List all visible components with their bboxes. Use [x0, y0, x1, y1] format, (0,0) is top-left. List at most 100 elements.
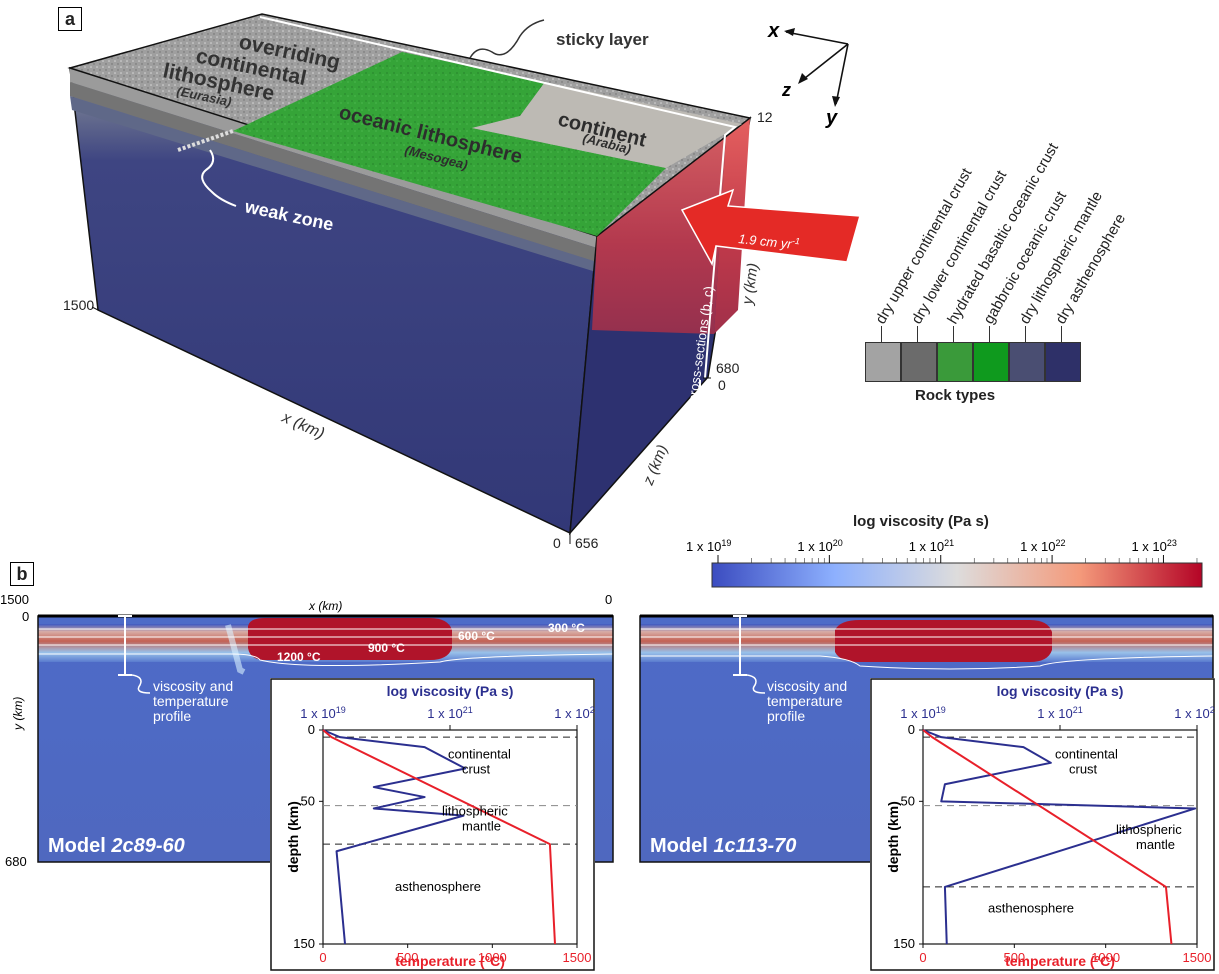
panel-b-letter: b — [10, 562, 34, 586]
label-mantle: mantle — [1136, 837, 1175, 852]
tick-0-top-b: 0 — [22, 609, 29, 624]
inset-plot-left: log viscosity (Pa s) 1 x 1019 1 x 1021 1 x … — [270, 678, 595, 971]
rock-type-leader — [989, 326, 990, 342]
isotherm-1200: 1200 °C — [277, 650, 321, 664]
series-temperature — [322, 729, 556, 945]
inset-xlabel: temperature (°C) — [395, 953, 505, 969]
label-continental: continental — [448, 747, 511, 762]
oceanic-lithosphere-area — [233, 52, 666, 236]
rock-swatch — [1045, 342, 1081, 382]
axis-compass: x z y — [767, 20, 849, 129]
tick-680-a: 680 — [716, 360, 740, 376]
tick-1500-a: 1500 — [63, 297, 94, 313]
inset-ylabel: depth (km) — [885, 801, 901, 873]
tick-0-y-a: 0 — [718, 377, 726, 393]
colorbar-tick-label: 1 x 1021 — [909, 538, 954, 554]
inset-bottom-tick-label: 0 — [319, 950, 326, 965]
label-asthenosphere: asthenosphere — [988, 901, 1074, 916]
colorbar: 1 x 1019 1 x 1020 1 x 1021 1 x 1022 1 x 1023 — [686, 538, 1203, 588]
profile-label-left-2: temperature — [153, 693, 229, 709]
label-mantle: mantle — [462, 819, 501, 834]
rock-type-leader — [1061, 326, 1062, 342]
series-log-viscosity — [322, 729, 467, 945]
profile-label-left-1: viscosity and — [153, 678, 233, 694]
profile-label-left-3: profile — [153, 708, 191, 724]
inset-bottom-tick-label: 500 — [1003, 950, 1025, 965]
rock-type-leader — [953, 326, 954, 342]
velocity-arrow[interactable] — [680, 188, 861, 267]
inset-ytick-label: 0 — [308, 722, 315, 737]
profile-label-right-2: temperature — [767, 693, 843, 709]
rock-swatch — [973, 342, 1009, 382]
label-lithospheric: lithospheric — [1116, 822, 1182, 837]
inset-ytick-label: 50 — [901, 793, 915, 808]
tick-656-a: 656 — [575, 535, 599, 551]
inset-title: log viscosity (Pa s) — [387, 683, 514, 699]
inset-top-tick-label: 1 x 1019 — [300, 705, 345, 721]
inset-ytick-label: 0 — [908, 722, 915, 737]
profile-label-right-1: viscosity and — [767, 678, 847, 694]
continent-arabia-area — [472, 82, 742, 168]
tick-0-right-b: 0 — [605, 592, 612, 607]
y-axis-label-a: y (km) — [739, 262, 762, 307]
rock-type-leader — [917, 326, 918, 342]
inset-frame — [870, 678, 1215, 971]
colorbar-tick-label: 1 x 1020 — [797, 538, 842, 554]
compass-y: y — [825, 107, 838, 129]
cross-section-line — [259, 16, 738, 379]
tick-0-x-a: 0 — [553, 535, 561, 551]
inset-bottom-tick-label: 0 — [919, 950, 926, 965]
inset-ytick-label: 50 — [301, 793, 315, 808]
inset-top-tick-label: 1 x 1021 — [1037, 705, 1082, 721]
panel-a-letter: a — [58, 7, 82, 31]
tick-680-b: 680 — [5, 854, 27, 869]
tick-12-a: 12 — [757, 109, 773, 125]
left-model-label: Model 2c89-60 — [48, 835, 185, 857]
isotherm-300: 300 °C — [548, 621, 585, 635]
inset-top-tick-label: 1 x 1023 — [554, 705, 595, 721]
block-diagram: 1.9 cm yr-1 overriding continental litho… — [63, 13, 861, 551]
label-lithospheric: lithospheric — [442, 804, 508, 819]
right-model-label: Model 1c113-70 — [650, 835, 796, 857]
colorbar-tick-label: 1 x 1023 — [1131, 538, 1176, 554]
inset-ylabel: depth (km) — [285, 801, 301, 873]
label-asthenosphere: asthenosphere — [395, 879, 481, 894]
compass-z: z — [781, 80, 791, 100]
label-crust: crust — [462, 762, 491, 777]
y-label-b: y (km) — [11, 697, 25, 731]
colorbar-title: log viscosity (Pa s) — [853, 513, 989, 530]
inset-ytick-label: 150 — [893, 936, 915, 951]
velocity-label: 1.9 cm yr-1 — [738, 230, 801, 252]
series-log-viscosity — [922, 729, 1197, 945]
inset-ytick-label: 150 — [293, 936, 315, 951]
x-label-b: x (km) — [308, 599, 342, 613]
inset-bottom-tick-label: 1000 — [478, 950, 507, 965]
series-temperature — [922, 729, 1173, 945]
inset-top-tick-label: 1 x 1019 — [900, 705, 945, 721]
inset-bottom-tick-label: 1000 — [1091, 950, 1120, 965]
rock-swatch — [865, 342, 901, 382]
inset-bottom-tick-label: 1500 — [563, 950, 592, 965]
inset-bottom-tick-label: 1500 — [1183, 950, 1212, 965]
tick-1500-b: 1500 — [0, 592, 29, 607]
isotherm-600: 600 °C — [458, 629, 495, 643]
label-continental: continental — [1055, 747, 1118, 762]
rock-types-title: Rock types — [915, 387, 996, 404]
rock-type-leader — [1025, 326, 1026, 342]
inset-top-tick-label: 1 x 1021 — [427, 705, 472, 721]
inset-bottom-tick-label: 500 — [397, 950, 419, 965]
rock-swatch — [1009, 342, 1045, 382]
inset-xlabel: temperature (°C) — [1005, 953, 1115, 969]
rock-type-leader — [881, 326, 882, 342]
inset-top-tick-label: 1 x 1023 — [1174, 705, 1215, 721]
label-sticky-layer: sticky layer — [556, 30, 649, 49]
rock-swatch — [901, 342, 937, 382]
compass-x: x — [767, 20, 780, 42]
rock-swatch — [937, 342, 973, 382]
label-crust: crust — [1069, 762, 1098, 777]
inset-plot-right: log viscosity (Pa s) 1 x 1019 1 x 1021 1 x … — [870, 678, 1215, 971]
isotherm-900: 900 °C — [368, 641, 405, 655]
inset-title: log viscosity (Pa s) — [997, 683, 1124, 699]
colorbar-tick-label: 1 x 1019 — [686, 538, 731, 554]
profile-label-right-3: profile — [767, 708, 805, 724]
